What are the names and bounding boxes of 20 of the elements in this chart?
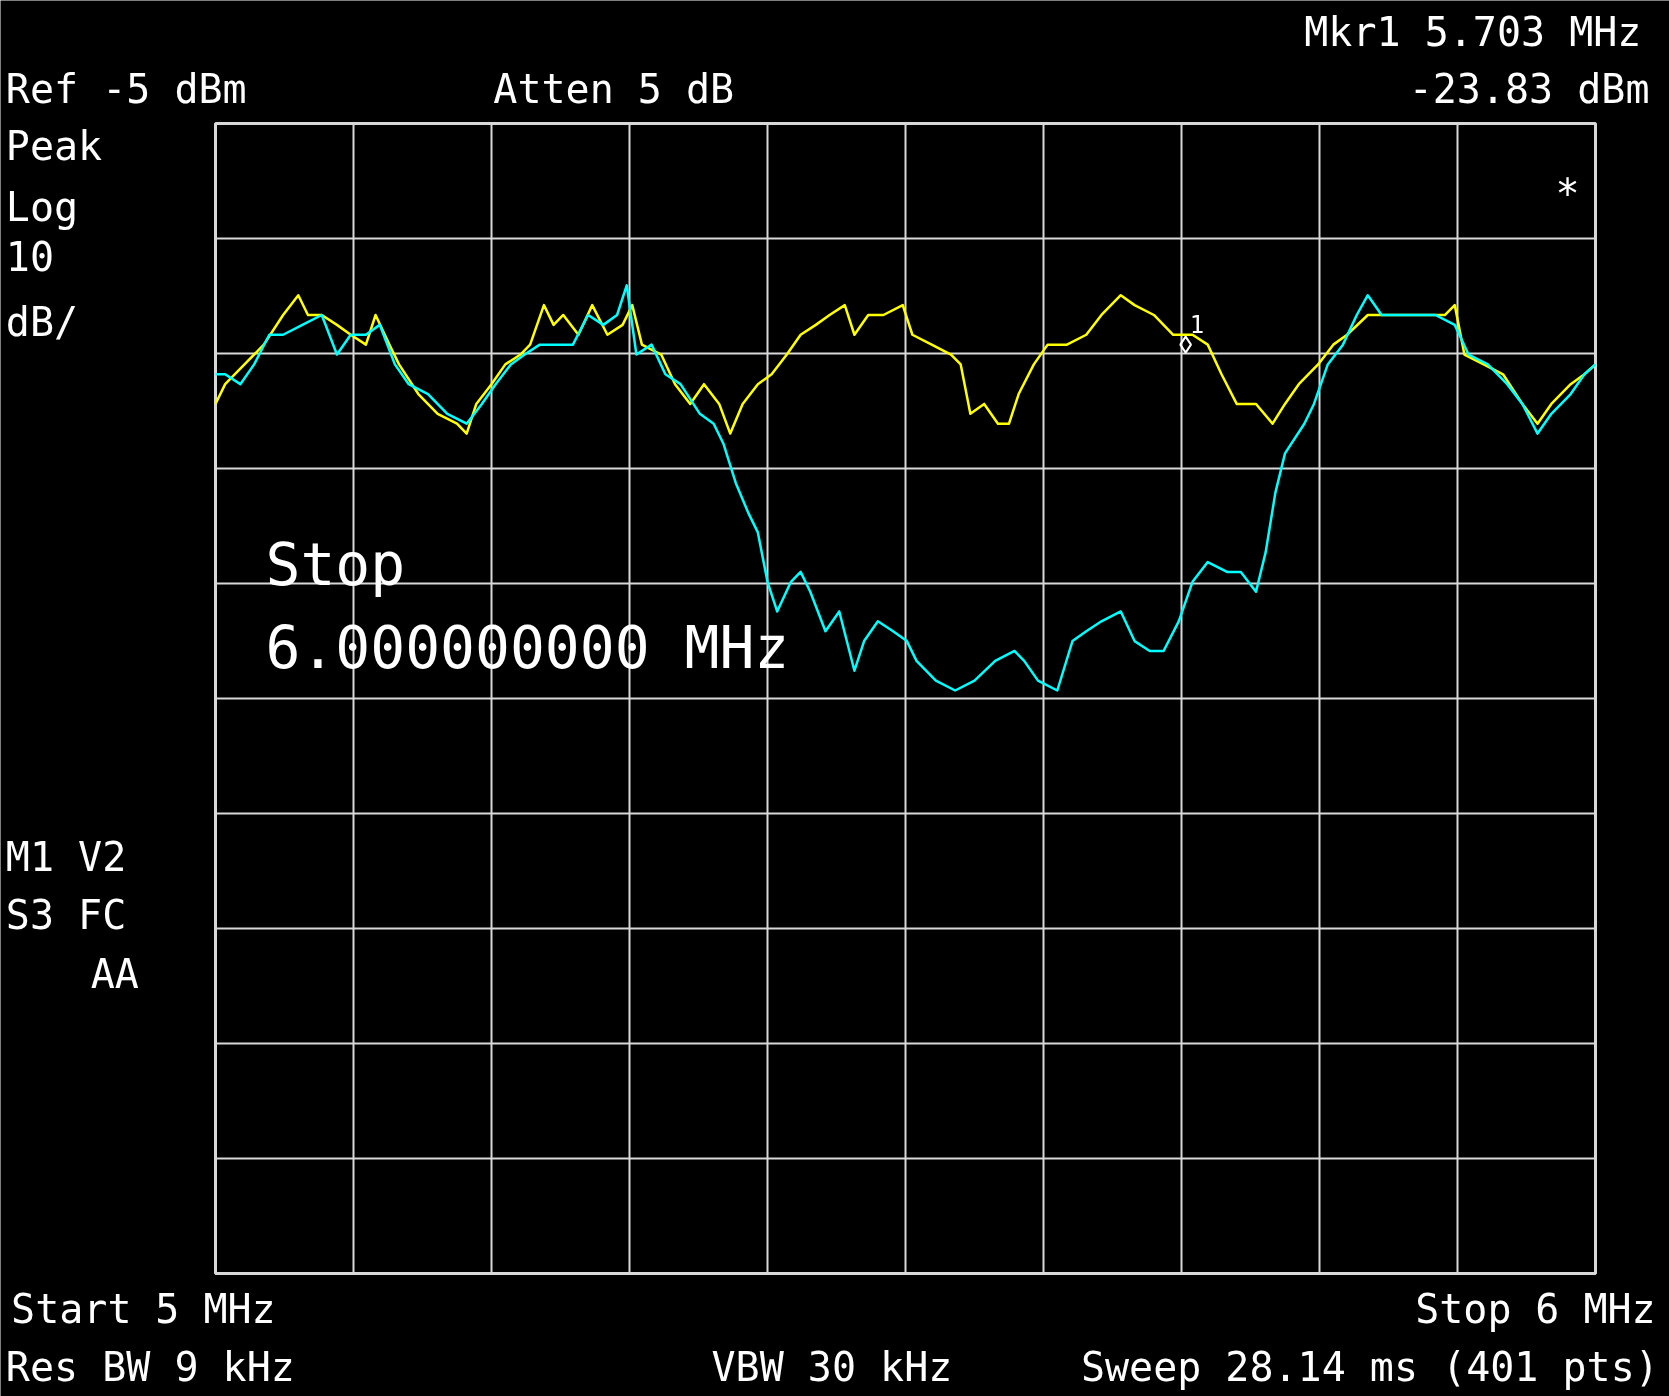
text: M1 V2 xyxy=(5,833,127,880)
x-tick-label: 5 MHz xyxy=(155,1285,276,1332)
text: VBW 30 kHz xyxy=(711,1343,953,1390)
text: Start xyxy=(11,1285,132,1332)
text: Ref -5 dBm xyxy=(5,66,247,113)
text: -23.83 dBm xyxy=(1408,66,1650,113)
text: AA xyxy=(90,951,139,998)
text: dB/ xyxy=(5,298,79,345)
text: Stop xyxy=(1415,1285,1512,1332)
text: S3 FC xyxy=(5,892,127,939)
text: Mkr1 5.703 MHz xyxy=(1304,9,1642,56)
text: Res BW 9 kHz xyxy=(5,1343,295,1390)
text: * xyxy=(1555,170,1580,217)
text: Sweep 28.14 ms (401 pts) xyxy=(1080,1343,1659,1390)
text: Peak xyxy=(5,122,103,169)
text: Atten 5 dB xyxy=(493,66,735,113)
text: 10 xyxy=(5,234,54,281)
annotation: 1 xyxy=(1189,310,1205,339)
text: Log xyxy=(5,183,79,230)
x-tick-label: 6 MHz xyxy=(1535,1285,1656,1332)
